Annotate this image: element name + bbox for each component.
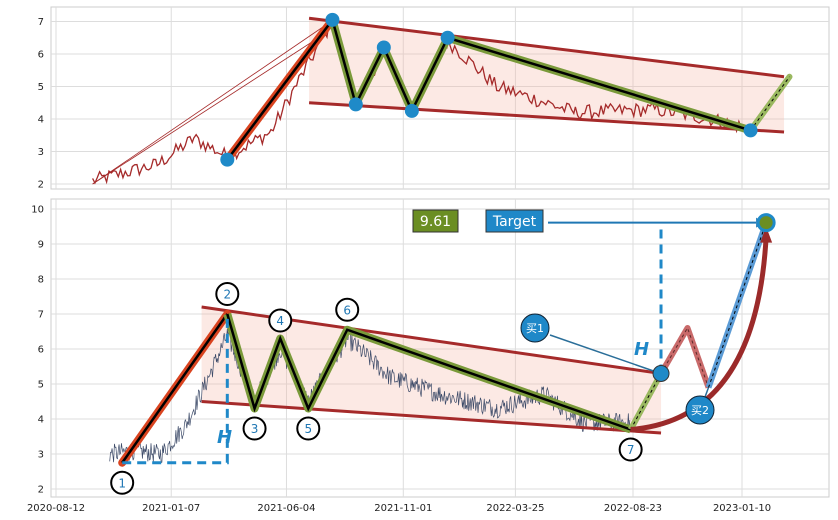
pattern-point-marker-1 (110, 470, 135, 495)
tick-labels: 2020-08-12 2021-01-07 2021-06-04 2021-11-01… (27, 17, 771, 514)
target-value-box (412, 209, 459, 233)
pattern-point-label-7: 7 (627, 443, 635, 457)
bottom-h-measure-left (122, 314, 229, 465)
bottom-curved-arrow (630, 236, 769, 432)
top-thin-trend-line (92, 30, 329, 185)
target-label-text: Target (492, 214, 537, 230)
top-projection-core (750, 76, 790, 131)
bottom-channel-lower (201, 400, 662, 435)
bottom-y-tick-label: 4 (38, 415, 44, 426)
pattern-point-label-4: 4 (276, 314, 284, 328)
top-y-tick-label: 4 (38, 115, 44, 126)
target-label-badge: Target (485, 209, 544, 233)
bottom-pullback (658, 325, 712, 389)
buy1-circle (520, 313, 550, 343)
bottom-y-tick-label: 7 (38, 310, 44, 321)
top-thin-trend-line (92, 24, 327, 185)
top-zigzag-core (331, 19, 751, 132)
bottom-rally-core (708, 222, 767, 388)
bottom-y-tick-label: 6 (38, 345, 44, 356)
target-point (756, 213, 776, 233)
top-y-tick-label: 7 (38, 17, 44, 28)
top-panel (92, 12, 793, 185)
top-pattern-point (220, 152, 235, 167)
bottom-impulse-leg-core (121, 313, 229, 464)
h-label-right: H (634, 339, 649, 360)
top-pattern-point (743, 123, 758, 138)
x-tick-label: 2023-01-10 (713, 503, 771, 514)
buy2-label: 买2 (691, 404, 709, 417)
x-tick-label: 2022-08-23 (604, 503, 662, 514)
bottom-y-tick-label: 5 (38, 380, 44, 391)
buy1-marker: 买1 (520, 313, 550, 343)
buy1-point (652, 365, 670, 382)
top-channel-upper (308, 16, 785, 79)
x-tick-label: 2021-06-04 (257, 503, 315, 514)
pattern-point-label-3: 3 (251, 422, 259, 436)
bottom-y-tick-label: 3 (38, 450, 44, 461)
h-label-left: H (217, 427, 232, 448)
buy1-label: 买1 (526, 322, 544, 335)
x-tick-label: 2022-03-25 (486, 503, 544, 514)
pattern-point-marker-5 (296, 416, 321, 441)
pattern-point-marker-3 (242, 416, 267, 441)
top-y-tick-label: 3 (38, 147, 44, 158)
top-pattern-point (325, 12, 340, 27)
pattern-point-marker-4 (268, 308, 293, 333)
top-impulse-leg-core (226, 19, 334, 161)
x-tick-label: 2020-08-12 (27, 503, 85, 514)
bottom-zigzag-core (226, 313, 632, 431)
top-y-tick-label: 6 (38, 50, 44, 61)
pattern-point-label-6: 6 (343, 303, 351, 317)
top-pattern-point (376, 40, 391, 55)
buy2-marker: 买2 (685, 395, 715, 425)
target-value-badge: 9.61 (412, 209, 459, 233)
pattern-point-label-5: 5 (304, 422, 312, 436)
bottom-panel-frame (50, 198, 830, 498)
bottom-price-line (109, 328, 631, 464)
top-panel-frame (50, 6, 830, 190)
buy2-circle (685, 395, 715, 425)
buy2-pointer (704, 387, 710, 398)
pattern-point-marker-6 (335, 297, 360, 322)
x-tick-label: 2021-11-01 (374, 503, 432, 514)
pattern-point-label-2: 2 (223, 288, 231, 302)
target-label-box (485, 209, 544, 233)
top-pattern-point (348, 97, 363, 112)
bottom-y-tick-label: 10 (31, 205, 44, 216)
pattern-point-marker-2 (215, 282, 240, 306)
pattern-point-marker-7 (618, 437, 643, 462)
bottom-y-tick-label: 2 (38, 485, 44, 496)
buy1-pointer (549, 334, 656, 373)
bottom-panel: 1 2 3 4 5 6 7 (109, 213, 776, 495)
bottom-breakout-core (630, 373, 662, 430)
target-value-text: 9.61 (420, 214, 451, 230)
pattern-point-label-1: 1 (118, 476, 126, 490)
top-pattern-point (440, 30, 455, 45)
top-y-tick-label: 5 (38, 82, 44, 93)
top-pattern-point (404, 103, 419, 118)
top-y-tick-label: 2 (38, 180, 44, 191)
bottom-curved-arrow-head (760, 226, 773, 243)
top-channel-lower (308, 101, 785, 134)
bottom-y-tick-label: 9 (38, 240, 44, 251)
x-tick-label: 2021-01-07 (142, 503, 200, 514)
bottom-y-tick-label: 8 (38, 275, 44, 286)
